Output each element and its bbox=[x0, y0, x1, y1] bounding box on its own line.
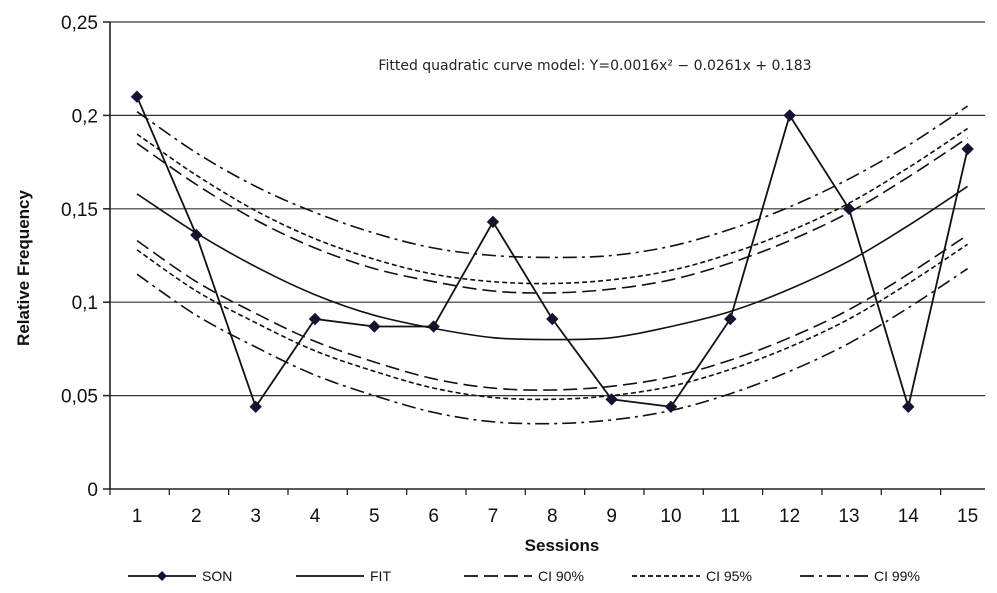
x-tick-label: 1 bbox=[132, 506, 143, 527]
x-tick-label: 9 bbox=[606, 506, 617, 527]
legend-label: SON bbox=[202, 568, 232, 584]
series-ci-90- bbox=[136, 137, 969, 294]
y-axis-title: Relative Frequency bbox=[14, 190, 33, 346]
data-point bbox=[130, 90, 144, 103]
series-line bbox=[136, 137, 969, 294]
x-tick-label: 6 bbox=[428, 506, 439, 527]
data-point bbox=[486, 215, 500, 229]
y-tick-label: 0,05 bbox=[61, 387, 98, 408]
data-point bbox=[427, 320, 440, 333]
legend-label: FIT bbox=[370, 568, 391, 584]
series-line bbox=[136, 243, 969, 401]
series-band-5 bbox=[136, 243, 969, 401]
legend-label: CI 99% bbox=[874, 568, 920, 584]
y-tick-label: 0,15 bbox=[61, 200, 98, 221]
grid bbox=[110, 21, 985, 397]
y-tick-label: 0,25 bbox=[61, 13, 98, 34]
series-line bbox=[136, 96, 969, 411]
x-tick-label: 5 bbox=[369, 506, 380, 527]
x-tick-label: 15 bbox=[957, 506, 978, 527]
legend-marker bbox=[157, 571, 167, 581]
x-tick-label: 14 bbox=[898, 506, 920, 527]
series-ci-95- bbox=[136, 127, 969, 285]
legend-item: CI 95% bbox=[632, 568, 752, 584]
data-point bbox=[249, 400, 262, 414]
y-tick-label: 0 bbox=[87, 480, 98, 501]
series-son bbox=[130, 90, 974, 414]
legend-label: CI 95% bbox=[706, 568, 752, 584]
legend-item: CI 90% bbox=[464, 568, 584, 584]
legend: SON FIT CI 90% CI 95% CI 99% bbox=[128, 568, 920, 584]
data-point bbox=[783, 109, 796, 122]
x-tick-label: 13 bbox=[838, 506, 859, 527]
y-tick-label: 0,1 bbox=[72, 293, 98, 314]
series-layer bbox=[130, 90, 974, 425]
x-axis-ticks: 1 2 3 4 5 6 7 8 9 10 11 12 13 14 15 bbox=[109, 489, 978, 527]
series-band-7 bbox=[136, 267, 969, 425]
x-tick-label: 11 bbox=[720, 506, 740, 527]
data-point bbox=[961, 142, 974, 156]
series-band-3 bbox=[136, 234, 969, 391]
x-tick-label: 2 bbox=[191, 506, 202, 527]
x-tick-label: 4 bbox=[310, 506, 321, 527]
x-axis-title: Sessions bbox=[525, 536, 600, 555]
x-tick-label: 8 bbox=[547, 506, 558, 527]
axes bbox=[109, 22, 985, 490]
x-tick-label: 3 bbox=[250, 506, 261, 527]
x-tick-label: 10 bbox=[660, 506, 681, 527]
series-ci-99- bbox=[136, 105, 969, 259]
legend-label: CI 90% bbox=[538, 568, 584, 584]
data-point bbox=[724, 312, 737, 326]
legend-item: CI 99% bbox=[800, 568, 920, 584]
series-line bbox=[136, 185, 969, 341]
data-point bbox=[308, 312, 322, 326]
series-line bbox=[136, 267, 969, 425]
data-point bbox=[546, 312, 559, 326]
legend-item: SON bbox=[128, 568, 232, 584]
series-line bbox=[136, 234, 969, 391]
series-line bbox=[136, 127, 969, 285]
series-fit bbox=[136, 185, 969, 341]
series-line bbox=[136, 105, 969, 259]
data-point bbox=[368, 320, 381, 333]
y-tick-label: 0,2 bbox=[72, 106, 98, 127]
x-tick-label: 7 bbox=[488, 506, 499, 527]
data-point bbox=[902, 400, 915, 414]
x-tick-label: 12 bbox=[779, 506, 800, 527]
fit-equation-annotation: Fitted quadratic curve model: Y=0.0016x²… bbox=[378, 58, 811, 74]
y-axis-ticks: 0 0,05 0,1 0,15 0,2 0,25 bbox=[61, 13, 110, 501]
legend-item: FIT bbox=[296, 568, 391, 584]
